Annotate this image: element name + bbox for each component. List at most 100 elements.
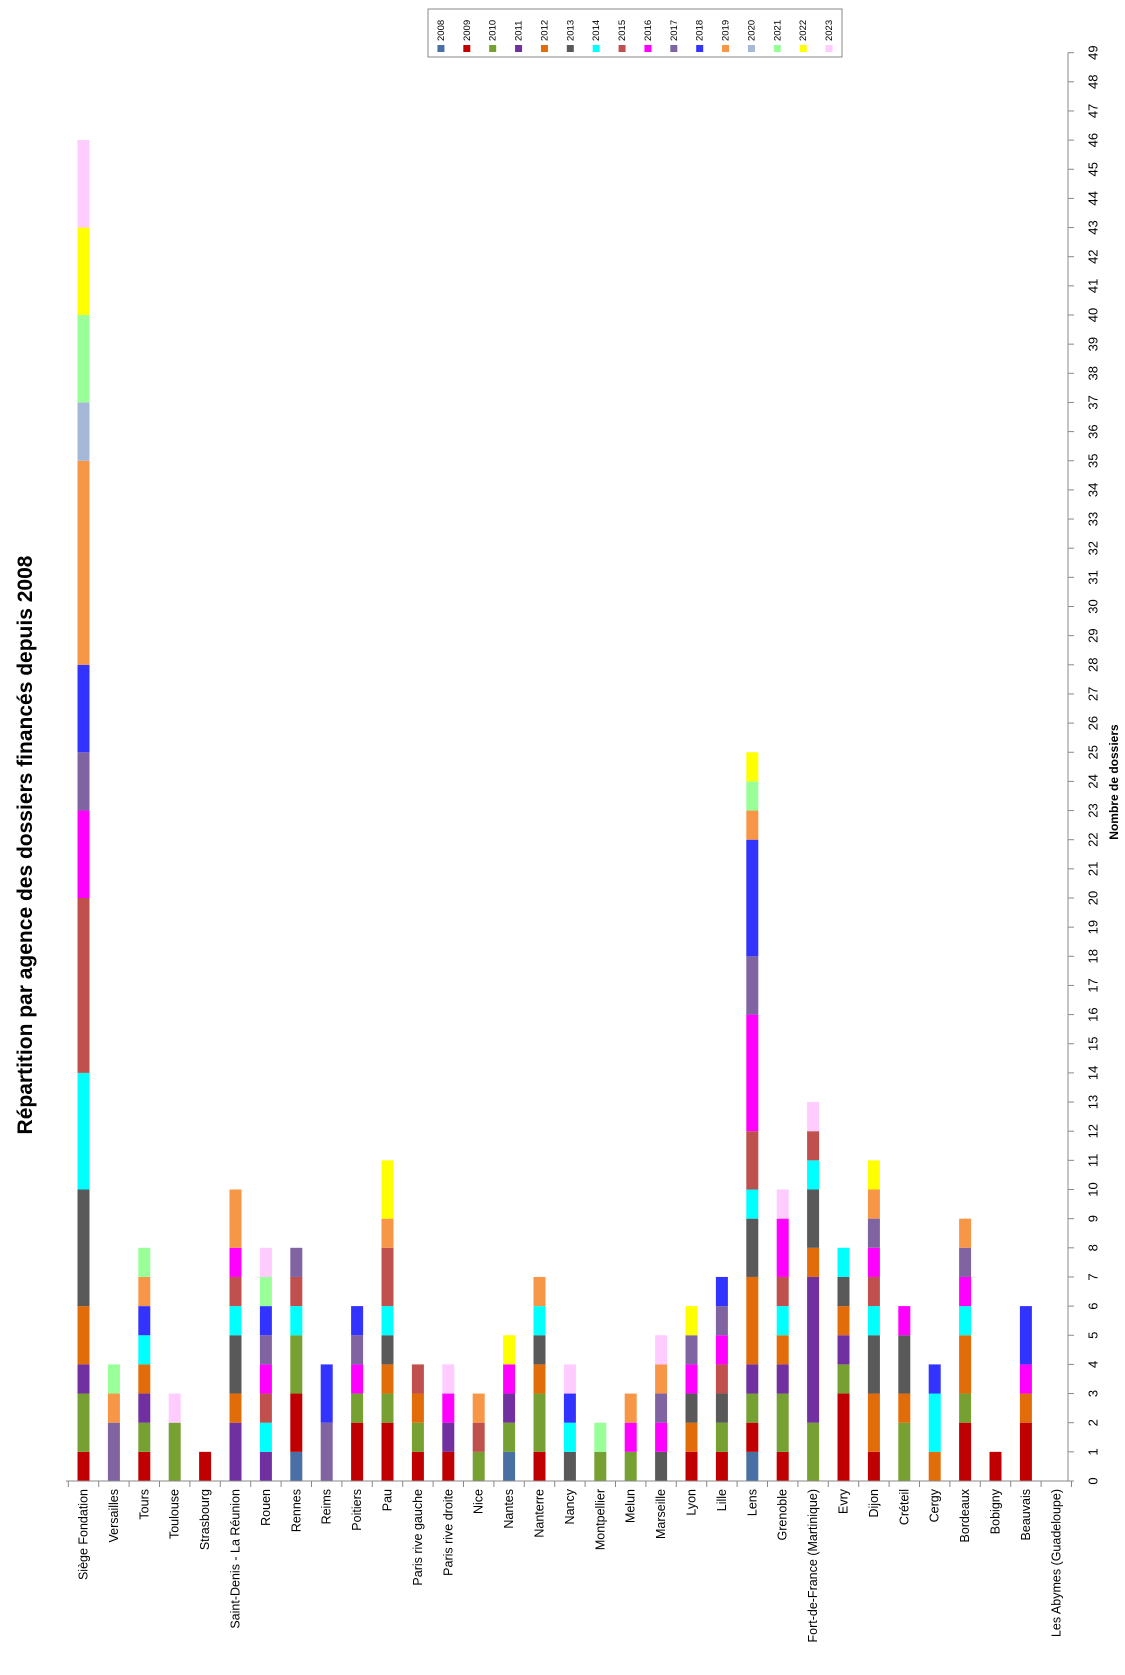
bar-segment-2013 <box>77 1189 90 1307</box>
bar-segment-2013 <box>746 1218 759 1277</box>
value-tick-label: 48 <box>1086 75 1101 89</box>
bar-segment-2009 <box>533 1451 546 1481</box>
category-label: Rennes <box>289 1489 303 1532</box>
value-tick-label: 32 <box>1086 541 1101 555</box>
bar-segment-2015 <box>807 1131 820 1161</box>
bar-segment-2011 <box>837 1335 850 1365</box>
bar-segment-2019 <box>746 810 759 840</box>
legend-label-2019: 2019 <box>721 20 732 41</box>
bar-segment-2013 <box>381 1335 394 1365</box>
value-tick-label: 0 <box>1086 1477 1101 1484</box>
bar-segment-2010 <box>837 1364 850 1394</box>
bar-segment-2012 <box>776 1335 789 1365</box>
bar-segment-2019 <box>655 1364 668 1394</box>
bar-segment-2021 <box>138 1247 151 1277</box>
bar-segment-2008 <box>746 1451 759 1481</box>
category-label: Melun <box>624 1489 638 1523</box>
bar-segment-2010 <box>411 1422 424 1452</box>
category-label: Reims <box>320 1489 334 1524</box>
bar-segment-2010 <box>776 1393 789 1452</box>
value-tick-label: 12 <box>1086 1124 1101 1138</box>
value-tick-label: 1 <box>1086 1448 1101 1455</box>
legend-box <box>427 8 843 58</box>
bar-segment-2022 <box>867 1160 880 1190</box>
bar-segment-2009 <box>837 1393 850 1481</box>
legend-label-2022: 2022 <box>798 20 809 41</box>
value-tick-label: 18 <box>1086 949 1101 963</box>
bar-segment-2016 <box>624 1422 637 1452</box>
category-label: Strasbourg <box>198 1489 212 1550</box>
bar-segment-2014 <box>259 1422 272 1452</box>
bar-segment-2019 <box>959 1218 972 1248</box>
bar-segment-2013 <box>898 1335 911 1394</box>
bar-segment-2021 <box>77 315 90 403</box>
bar-segment-2011 <box>807 1276 820 1423</box>
value-tick-label: 36 <box>1086 424 1101 438</box>
bar-segment-2014 <box>867 1306 880 1336</box>
legend-swatch-2018 <box>696 45 704 52</box>
value-tick-label: 22 <box>1086 832 1101 846</box>
bar-segment-2021 <box>107 1364 120 1394</box>
value-tick-label: 42 <box>1086 249 1101 263</box>
bar-segment-2017 <box>320 1422 333 1481</box>
value-tick-label: 44 <box>1086 191 1101 205</box>
legend-swatch-2020 <box>747 45 755 52</box>
category-label: Saint-Denis - La Réunion <box>229 1489 243 1629</box>
legend-swatch-2014 <box>592 45 600 52</box>
value-tick-label: 23 <box>1086 803 1101 817</box>
bar-segment-2010 <box>959 1393 972 1423</box>
bar-segment-2011 <box>138 1393 151 1423</box>
bar-segment-2012 <box>138 1364 151 1394</box>
bar-segment-2014 <box>381 1306 394 1336</box>
bar-segment-2023 <box>655 1335 668 1365</box>
bar-segment-2015 <box>77 898 90 1073</box>
category-label: Beauvais <box>1019 1489 1033 1540</box>
bar-segment-2013 <box>685 1393 698 1423</box>
value-tick-label: 35 <box>1086 454 1101 468</box>
legend-label-2023: 2023 <box>824 20 835 41</box>
bar-segment-2013 <box>655 1451 668 1481</box>
bar-segment-2018 <box>1019 1306 1032 1365</box>
bar-segment-2014 <box>776 1306 789 1336</box>
bar-segment-2016 <box>867 1247 880 1277</box>
value-tick-label: 4 <box>1086 1361 1101 1368</box>
value-tick-label: 10 <box>1086 1182 1101 1196</box>
category-label: Pau <box>381 1489 395 1511</box>
value-tick-label: 20 <box>1086 891 1101 905</box>
category-label: Nice <box>472 1489 486 1514</box>
bar-segment-2009 <box>290 1393 303 1452</box>
legend-swatch-2021 <box>773 45 781 52</box>
legend-label-2020: 2020 <box>746 20 757 41</box>
bar-segment-2010 <box>746 1393 759 1423</box>
bar-segment-2013 <box>867 1335 880 1394</box>
value-tick-label: 43 <box>1086 220 1101 234</box>
bar-segment-2014 <box>837 1247 850 1277</box>
bar-segment-2010 <box>290 1335 303 1394</box>
bar-segment-2015 <box>472 1422 485 1452</box>
category-label: Nancy <box>563 1488 577 1524</box>
bar-segment-2018 <box>320 1364 333 1423</box>
bar-segment-2017 <box>867 1218 880 1248</box>
bar-segment-2014 <box>138 1335 151 1365</box>
value-tick-label: 28 <box>1086 658 1101 672</box>
bar-segment-2021 <box>746 781 759 811</box>
bar-segment-2009 <box>138 1451 151 1481</box>
bar-segment-2023 <box>168 1393 181 1423</box>
bar-segment-2009 <box>776 1451 789 1481</box>
bar-segment-2010 <box>533 1393 546 1452</box>
bar-segment-2011 <box>503 1393 516 1423</box>
bar-segment-2010 <box>715 1422 728 1452</box>
bar-segment-2014 <box>807 1160 820 1190</box>
category-label: Evry <box>837 1488 851 1514</box>
legend-label-2012: 2012 <box>539 20 550 41</box>
category-label: Lens <box>745 1489 759 1516</box>
bar-segment-2009 <box>715 1451 728 1481</box>
bar-segment-2018 <box>746 839 759 957</box>
value-tick-label: 47 <box>1086 104 1101 118</box>
bar-segment-2012 <box>77 1306 90 1365</box>
category-label: Nantes <box>502 1489 516 1529</box>
bar-segment-2019 <box>107 1393 120 1423</box>
bar-segment-2022 <box>503 1335 516 1365</box>
value-tick-label: 40 <box>1086 308 1101 322</box>
value-tick-label: 33 <box>1086 512 1101 526</box>
